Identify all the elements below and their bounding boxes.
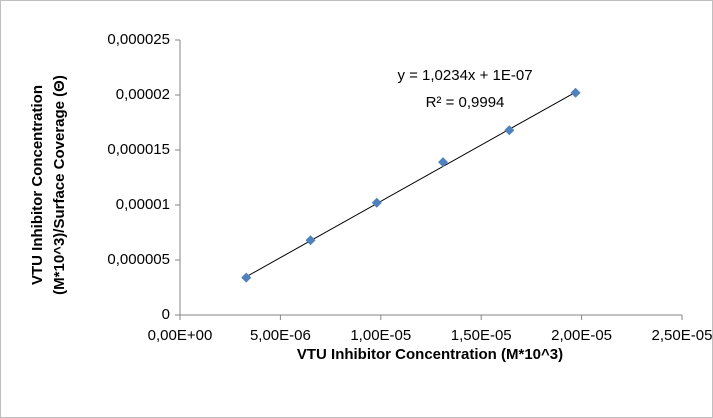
data-point (570, 87, 581, 98)
x-axis-label: VTU Inhibitor Concentration (M*10^3) (297, 346, 563, 363)
data-point (371, 197, 382, 208)
x-tick-label: 0,00E+00 (148, 327, 213, 344)
data-point (504, 125, 515, 136)
y-tick-label: 0,00002 (116, 86, 170, 103)
y-tick-label: 0,00001 (116, 196, 170, 213)
data-point (305, 235, 316, 246)
data-point (241, 272, 252, 283)
y-tick-label: 0,000015 (107, 141, 170, 158)
trendline (246, 91, 576, 278)
x-tick-label: 1,00E-05 (350, 327, 411, 344)
x-tick-label: 1,50E-05 (451, 327, 512, 344)
x-tick-label: 2,50E-05 (652, 327, 713, 344)
data-point (438, 157, 449, 168)
trendline-equation: y = 1,0234x + 1E-07 (397, 67, 532, 84)
trendline-r2: R² = 0,9994 (426, 94, 505, 111)
x-tick-label: 2,00E-05 (551, 327, 612, 344)
y-tick-label: 0 (162, 306, 170, 323)
y-axis-label: VTU Inhibitor Concentration (29, 85, 46, 285)
x-tick-label: 5,00E-06 (250, 327, 311, 344)
y-axis-label: (M*10^3)/Surface Coverage (Θ) (51, 75, 68, 295)
y-tick-label: 0,000025 (107, 31, 170, 48)
y-tick-label: 0,000005 (107, 251, 170, 268)
